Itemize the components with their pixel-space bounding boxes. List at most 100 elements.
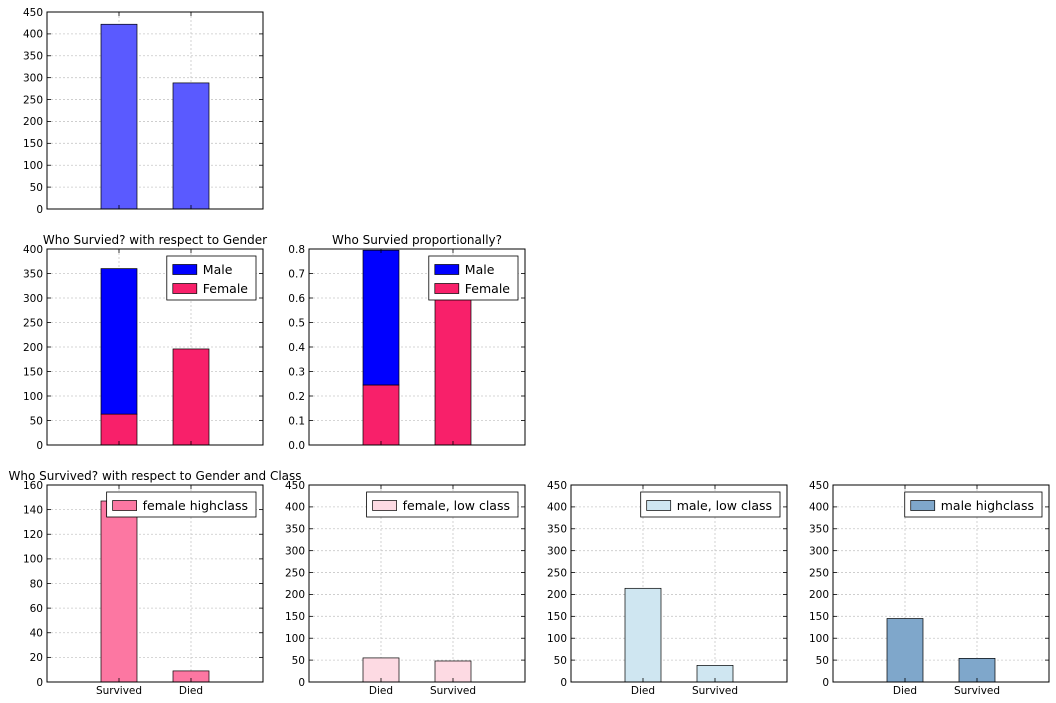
axes-frame (832, 484, 1050, 683)
legend-frame (428, 255, 519, 301)
y-tick-label: 0.4 (288, 342, 305, 354)
axes-frame (308, 484, 526, 683)
y-tick-label: 40 (30, 628, 43, 640)
bar-series-0-0 (362, 384, 400, 446)
legend-label: Male (465, 262, 495, 277)
y-tick-label: 0.3 (288, 366, 305, 378)
y-tick-label: 200 (23, 116, 43, 128)
x-tick-label: Survived (430, 685, 476, 697)
y-tick-label: 100 (23, 160, 43, 172)
legend: Male Female (428, 255, 519, 301)
y-tick-label: 400 (809, 502, 829, 514)
chart-title: Who Survied? with respect to Gender (43, 233, 267, 247)
legend-label: Female (203, 281, 249, 296)
x-tick-label: Died (369, 685, 393, 697)
y-tick-label: 300 (23, 293, 43, 305)
axes-frame (46, 11, 264, 210)
y-tick-label: 100 (809, 633, 829, 645)
legend-swatch (646, 500, 672, 511)
y-tick-label: 0 (560, 677, 567, 689)
y-tick-label: 400 (23, 29, 43, 41)
y-tick-label: 0.1 (288, 415, 305, 427)
bar-series-0-0 (100, 413, 138, 446)
y-tick-label: 150 (285, 611, 305, 623)
x-tick-label: Survived (96, 685, 142, 697)
legend-label: male highclass (941, 498, 1034, 513)
y-tick-label: 100 (547, 633, 567, 645)
y-tick-label: 250 (23, 317, 43, 329)
y-tick-label: 450 (547, 480, 567, 492)
bar-series-0-0 (624, 587, 662, 683)
chart-title: Who Survied proportionally? (332, 233, 502, 247)
y-tick-label: 60 (30, 603, 43, 615)
y-tick-label: 400 (23, 244, 43, 256)
y-tick-label: 0.7 (288, 268, 305, 280)
y-tick-label: 150 (23, 138, 43, 150)
y-tick-label: 350 (547, 524, 567, 536)
y-tick-label: 50 (816, 655, 829, 667)
bar-series-0-0 (100, 500, 138, 683)
x-tick-label: Died (893, 685, 917, 697)
y-tick-label: 50 (292, 655, 305, 667)
y-tick-label: 80 (30, 578, 43, 590)
y-tick-label: 150 (23, 366, 43, 378)
y-tick-label: 140 (23, 504, 43, 516)
legend-swatch (434, 283, 460, 294)
y-tick-label: 20 (30, 652, 43, 664)
legend-swatch (172, 283, 198, 294)
chart-0: 0 50 100 150 200 250 300 350 400 450 (23, 7, 264, 216)
y-tick-label: 200 (547, 589, 567, 601)
y-tick-label: 450 (809, 480, 829, 492)
legend-label: Female (465, 281, 511, 296)
legend: male highclass (904, 491, 1043, 518)
legend: Male Female (166, 255, 257, 301)
y-tick-label: 0.2 (288, 391, 305, 403)
y-tick-label: 0.6 (288, 293, 305, 305)
y-tick-label: 300 (547, 545, 567, 557)
y-tick-label: 50 (30, 415, 43, 427)
chart-3: 0 20 40 60 80 100 120 140 160 Survived Died Who Sur… (8, 469, 301, 697)
y-tick-label: 250 (809, 567, 829, 579)
y-tick-label: 400 (285, 502, 305, 514)
x-tick-label: Died (631, 685, 655, 697)
y-tick-label: 100 (23, 554, 43, 566)
y-tick-label: 120 (23, 529, 43, 541)
x-tick-label: Died (179, 685, 203, 697)
y-tick-label: 100 (23, 391, 43, 403)
legend-label: male, low class (677, 498, 772, 513)
legend-swatch (372, 500, 397, 511)
y-tick-label: 0 (36, 204, 43, 216)
y-tick-label: 0 (36, 440, 43, 452)
y-tick-label: 100 (285, 633, 305, 645)
y-tick-label: 160 (23, 480, 43, 492)
legend-swatch (434, 264, 460, 275)
y-tick-label: 250 (285, 567, 305, 579)
y-tick-label: 400 (547, 502, 567, 514)
y-tick-label: 150 (547, 611, 567, 623)
y-tick-label: 200 (23, 342, 43, 354)
y-tick-label: 350 (23, 51, 43, 63)
axes-frame (570, 484, 788, 683)
legend-frame (366, 491, 519, 518)
legend-swatch (112, 500, 137, 511)
chart-6: 0 50 100 150 200 250 300 350 400 450 Died Survived m… (809, 480, 1050, 697)
y-tick-label: 50 (554, 655, 567, 667)
y-tick-label: 0.5 (288, 317, 305, 329)
bar-series-0-0 (100, 23, 138, 210)
chart-5: 0 50 100 150 200 250 300 350 400 450 Died Survived m… (547, 480, 788, 697)
y-tick-label: 250 (547, 567, 567, 579)
chart-title: Who Survived? with respect to Gender and… (8, 469, 301, 483)
y-tick-label: 350 (285, 524, 305, 536)
y-tick-label: 0.0 (288, 440, 305, 452)
bar-series-0-1 (434, 295, 472, 446)
legend: female highclass (106, 491, 257, 518)
bar-series-0-0 (886, 618, 924, 683)
y-tick-label: 250 (23, 94, 43, 106)
chart-2: 0.0 0.1 0.2 0.3 0.4 0.5 0.6 0.7 0.8 Who Survied p… (288, 233, 526, 452)
bar-series-0-1 (172, 348, 210, 446)
legend-label: Male (203, 262, 233, 277)
y-tick-label: 200 (285, 589, 305, 601)
y-tick-label: 300 (285, 545, 305, 557)
